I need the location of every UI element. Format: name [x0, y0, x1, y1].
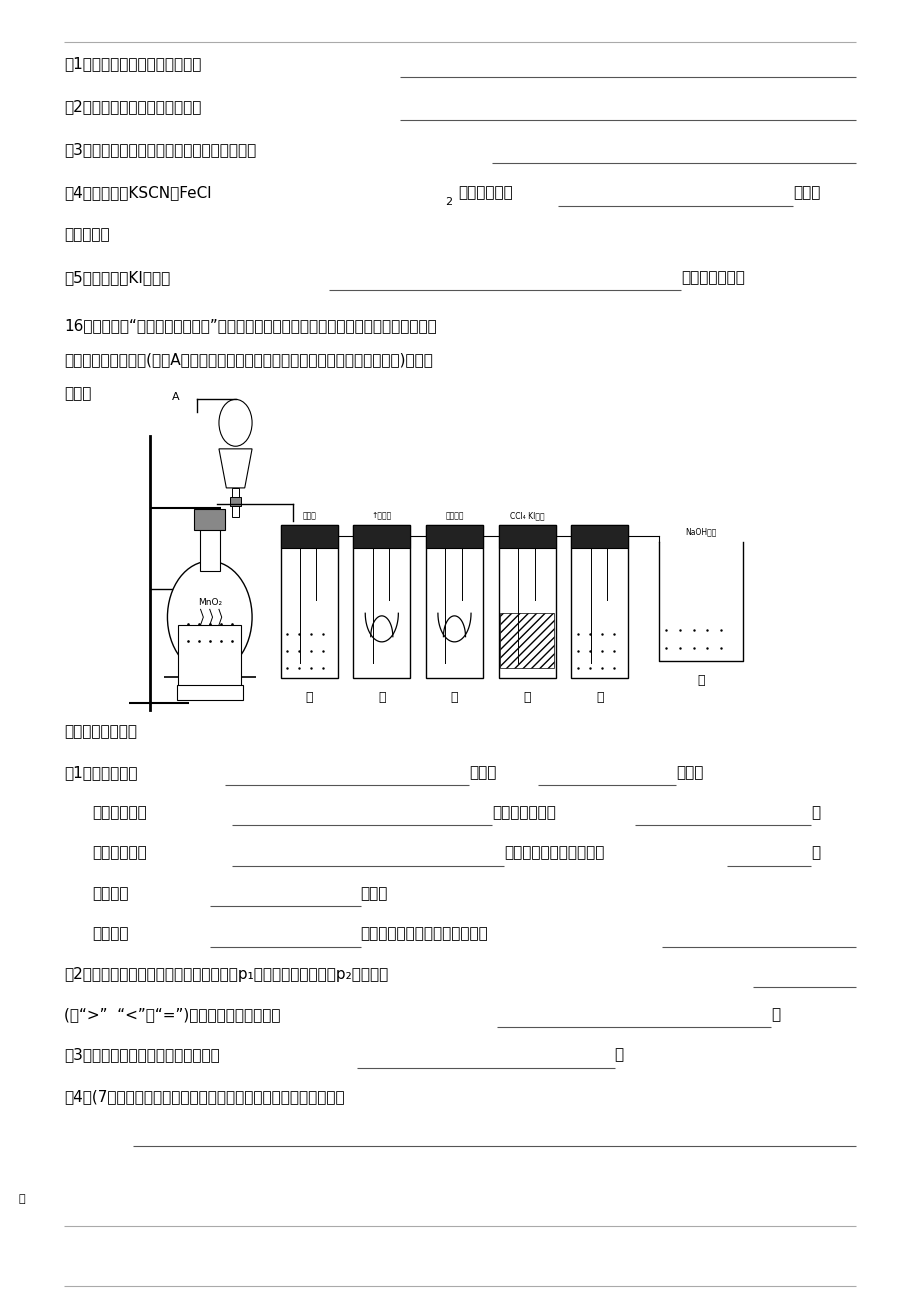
Text: （5）氯水加入KI溶液中: （5）氯水加入KI溶液中 — [64, 270, 170, 285]
Text: 装置，发生的离子反应方程式为: 装置，发生的离子反应方程式为 — [360, 926, 488, 941]
Text: （2）制取漂粉精的化学方程式：: （2）制取漂粉精的化学方程式： — [64, 99, 201, 115]
Bar — [500, 613, 553, 668]
Ellipse shape — [167, 561, 252, 673]
Text: ，分离丁中液体的方法是: ，分离丁中液体的方法是 — [504, 845, 604, 861]
Bar — [425, 525, 482, 548]
Bar — [230, 497, 241, 506]
Bar — [353, 525, 410, 548]
Text: 教学。: 教学。 — [64, 385, 92, 401]
Text: （4）氯水加入KSCN和FeCl: （4）氯水加入KSCN和FeCl — [64, 185, 211, 201]
Text: 己: 己 — [697, 674, 704, 687]
Text: 丁: 丁 — [523, 691, 530, 704]
Text: （4）(7分）如果要收集到纯净的氯气，应该如何对实验进行改进：: （4）(7分）如果要收集到纯净的氯气，应该如何对实验进行改进： — [64, 1088, 345, 1104]
Text: 湿红布条: 湿红布条 — [445, 512, 463, 521]
Text: （1）甲的作用是: （1）甲的作用是 — [64, 764, 138, 780]
Text: 2: 2 — [445, 197, 452, 207]
Text: 装置；: 装置； — [675, 764, 703, 780]
Text: ↑红布条: ↑红布条 — [371, 512, 391, 521]
Text: （2）橡皮管连通后，分液漏斗的气体压强p₁与烧瓶中的气体压强p₂的关系为: （2）橡皮管连通后，分液漏斗的气体压强p₁与烧瓶中的气体压强p₂的关系为 — [64, 966, 388, 982]
Text: （离子方程式）: （离子方程式） — [680, 270, 743, 285]
Text: 。: 。 — [614, 1047, 623, 1062]
Bar — [498, 525, 555, 548]
Text: A: A — [172, 392, 179, 402]
Bar — [498, 525, 555, 678]
Text: ～: ～ — [18, 1194, 25, 1204]
Text: （3）烧瓶内发生反应的离子方程式为: （3）烧瓶内发生反应的离子方程式为 — [64, 1047, 220, 1062]
Bar — [194, 509, 225, 530]
Text: 乙中的现象是: 乙中的现象是 — [92, 805, 147, 820]
Bar — [280, 525, 337, 548]
Text: MnO₂: MnO₂ — [199, 598, 222, 607]
Text: 丁中的现象是: 丁中的现象是 — [92, 845, 147, 861]
Text: 戊是作为: 戊是作为 — [92, 885, 129, 901]
Bar — [425, 525, 482, 678]
Bar — [571, 525, 628, 678]
Text: 戊: 戊 — [596, 691, 603, 704]
Text: NaOH溶液: NaOH溶液 — [685, 527, 716, 536]
Text: （3）使用漂白粉时，其漂白、消毒的原理为：: （3）使用漂白粉时，其漂白、消毒的原理为： — [64, 142, 256, 158]
Text: ，作为: ，作为 — [469, 764, 496, 780]
Bar — [280, 525, 337, 678]
Bar — [232, 488, 239, 517]
Text: (填“>”  “<”或“=”)，连接橡皮管的目的是: (填“>” “<”或“=”)，连接橡皮管的目的是 — [64, 1006, 280, 1022]
Text: （1）制取漂白液的化学方程式：: （1）制取漂白液的化学方程式： — [64, 56, 201, 72]
Text: 乙: 乙 — [378, 691, 385, 704]
Text: 设计了如图所示装置(其中A是连有注射器针头的橡皮管，针头已插入并穿过橡皮塞)进行了: 设计了如图所示装置(其中A是连有注射器针头的橡皮管，针头已插入并穿过橡皮塞)进行… — [64, 352, 433, 367]
Text: 离子反应）: 离子反应） — [64, 227, 110, 242]
Bar — [176, 685, 243, 700]
Text: 浓硫酸: 浓硫酸 — [301, 512, 316, 521]
Circle shape — [219, 400, 252, 447]
Text: 的混合溶液中: 的混合溶液中 — [458, 185, 513, 201]
Text: 试回答下列问题：: 试回答下列问题： — [64, 724, 137, 740]
Bar — [178, 625, 241, 687]
Text: 16．为了讲授“氯气的性质和用途”，李老师以二氧化锄和浓盐酸为主要原料制取氯气，并: 16．为了讲授“氯气的性质和用途”，李老师以二氧化锄和浓盐酸为主要原料制取氯气，… — [64, 318, 437, 333]
Text: （两个: （两个 — [792, 185, 820, 201]
Bar — [571, 525, 628, 548]
Text: 己是作为: 己是作为 — [92, 926, 129, 941]
Bar — [353, 525, 410, 678]
Text: ；: ； — [811, 845, 820, 861]
Text: CCl₄ KI溶液: CCl₄ KI溶液 — [509, 512, 544, 521]
Text: ；: ； — [811, 805, 820, 820]
Text: ；: ； — [770, 1006, 779, 1022]
Bar — [199, 522, 220, 572]
Text: 装置；: 装置； — [360, 885, 388, 901]
Polygon shape — [219, 449, 252, 488]
Text: ；丙中的现象是: ；丙中的现象是 — [492, 805, 555, 820]
Text: 丙: 丙 — [450, 691, 458, 704]
Text: 甲: 甲 — [305, 691, 312, 704]
